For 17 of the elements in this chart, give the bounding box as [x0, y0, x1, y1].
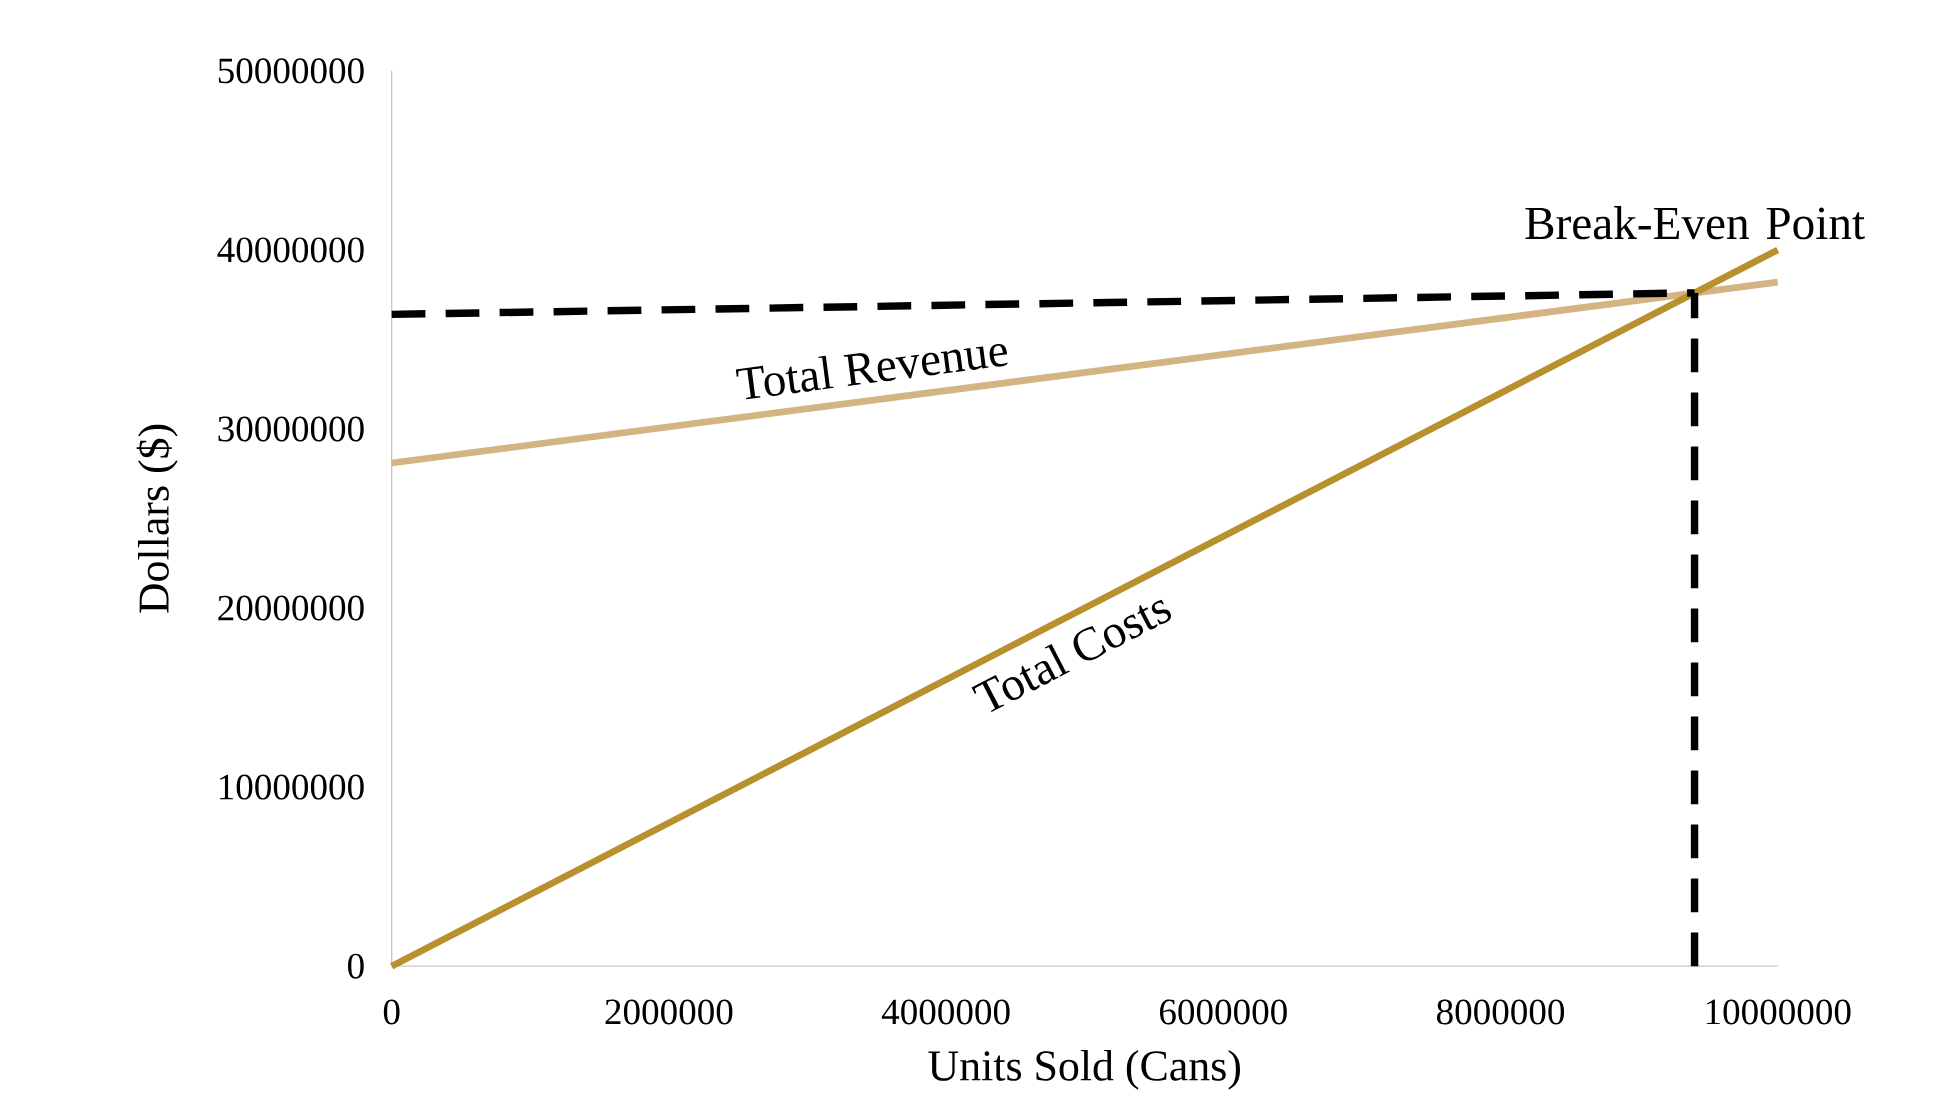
y-tick-label: 50000000 — [218, 58, 364, 84]
y-axis-title: Dollars ($) — [136, 424, 178, 614]
y-tick-label: 30000000 — [218, 416, 364, 442]
annotation: Break-Even Point — [1525, 206, 1865, 240]
x-tick-label: 8000000 — [1437, 999, 1565, 1025]
x-tick-label: 0 — [383, 999, 400, 1025]
x-tick-label: 10000000 — [1706, 999, 1851, 1025]
x-tick-label: 4000000 — [881, 999, 1010, 1025]
y-tick-label: 10000000 — [219, 774, 364, 800]
y-tick-label: 20000000 — [218, 595, 364, 621]
text: Total Costs — [971, 600, 1172, 713]
x-axis-title: Units Sold (Cans) — [928, 1050, 1240, 1090]
text: Total Revenue — [735, 344, 1008, 400]
y-tick-label: 0 — [348, 953, 364, 979]
x-tick-label: 6000000 — [1159, 999, 1287, 1025]
y-tick-label: 40000000 — [217, 237, 364, 263]
x-tick-label: 2000000 — [605, 999, 733, 1025]
